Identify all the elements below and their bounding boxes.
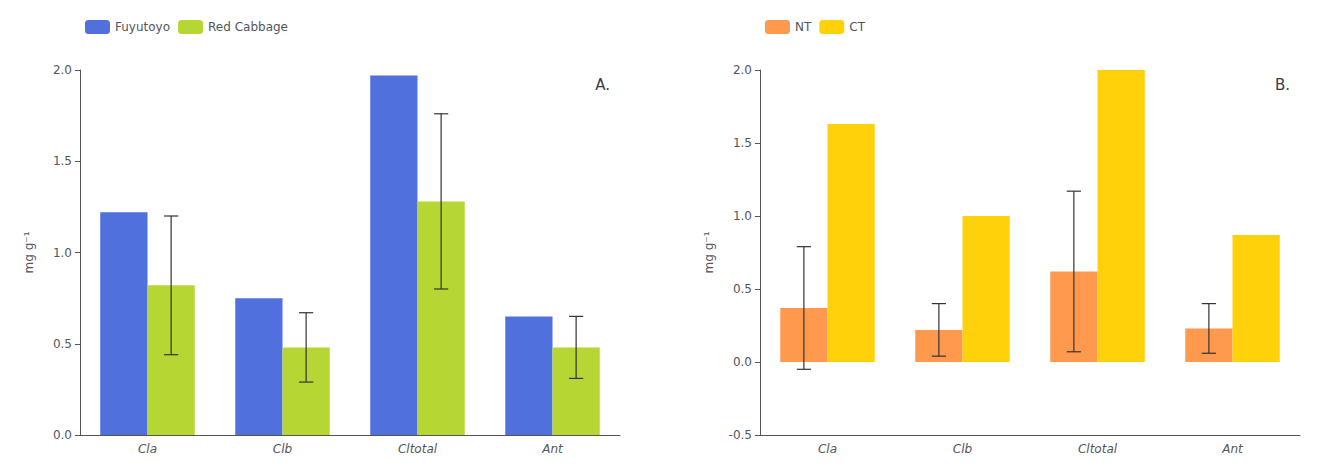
svg-text:1.5: 1.5 xyxy=(733,136,752,150)
svg-text:Cltotal: Cltotal xyxy=(1078,442,1118,456)
svg-text:1.5: 1.5 xyxy=(53,154,72,168)
svg-text:Cla: Cla xyxy=(818,442,837,456)
svg-text:CT: CT xyxy=(849,20,865,34)
svg-text:2.0: 2.0 xyxy=(53,63,72,77)
svg-text:Clb: Clb xyxy=(953,442,973,456)
svg-text:NT: NT xyxy=(795,20,812,34)
svg-text:0.0: 0.0 xyxy=(53,428,72,442)
svg-text:1.0: 1.0 xyxy=(53,246,72,260)
svg-text:Ant: Ant xyxy=(541,442,564,456)
svg-text:A.: A. xyxy=(595,76,610,94)
svg-text:Red Cabbage: Red Cabbage xyxy=(208,20,288,34)
svg-text:Fuyutoyo: Fuyutoyo xyxy=(115,20,170,34)
svg-text:0.5: 0.5 xyxy=(53,337,72,351)
svg-text:Clb: Clb xyxy=(273,442,293,456)
svg-text:0.0: 0.0 xyxy=(733,355,752,369)
svg-text:-0.5: -0.5 xyxy=(729,428,752,442)
svg-text:B.: B. xyxy=(1275,76,1290,94)
svg-text:mg g⁻¹: mg g⁻¹ xyxy=(22,231,36,273)
svg-text:mg g⁻¹: mg g⁻¹ xyxy=(702,231,716,273)
svg-text:Ant: Ant xyxy=(1221,442,1244,456)
svg-text:Cltotal: Cltotal xyxy=(398,442,438,456)
svg-text:0.5: 0.5 xyxy=(733,282,752,296)
svg-text:1.0: 1.0 xyxy=(733,209,752,223)
svg-text:2.0: 2.0 xyxy=(733,63,752,77)
svg-text:Cla: Cla xyxy=(138,442,157,456)
